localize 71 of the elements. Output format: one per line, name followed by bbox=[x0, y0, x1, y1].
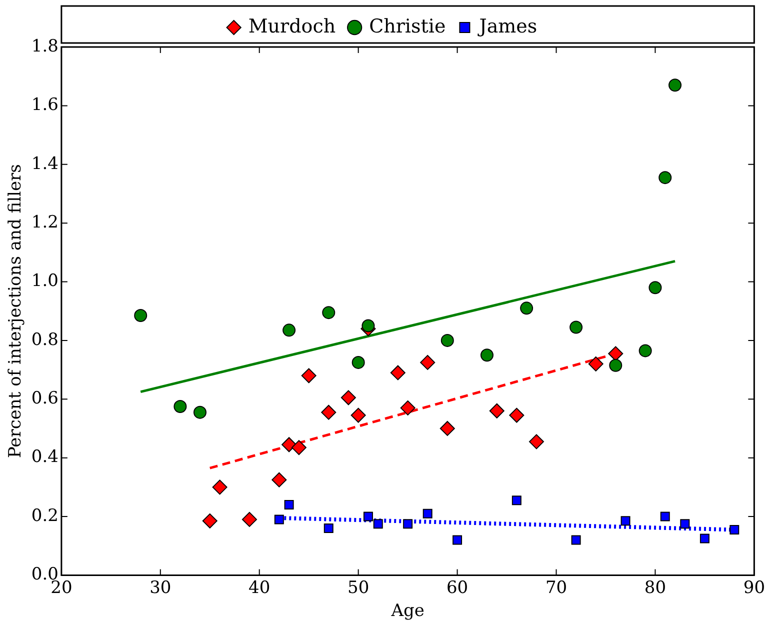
point bbox=[301, 368, 316, 384]
point bbox=[322, 306, 336, 320]
point bbox=[509, 408, 524, 423]
point bbox=[528, 434, 544, 450]
legend-label: Christie bbox=[369, 15, 446, 38]
x-tick-label: 70 bbox=[545, 578, 568, 598]
point bbox=[324, 524, 334, 533]
point bbox=[648, 281, 662, 294]
legend-label: James bbox=[477, 15, 538, 38]
point bbox=[608, 346, 624, 362]
point bbox=[193, 406, 206, 419]
point bbox=[420, 354, 436, 370]
y-tick-label: 0.8 bbox=[31, 330, 58, 350]
point bbox=[588, 356, 604, 372]
point bbox=[350, 408, 366, 423]
point bbox=[638, 344, 652, 358]
point bbox=[282, 437, 297, 452]
y-tick-label: 0.2 bbox=[31, 506, 58, 526]
point bbox=[321, 404, 336, 420]
point bbox=[480, 348, 494, 362]
point bbox=[134, 309, 148, 322]
point bbox=[609, 358, 622, 372]
point bbox=[620, 516, 630, 526]
y-tick-label: 1.8 bbox=[31, 36, 58, 56]
point bbox=[202, 513, 218, 528]
point bbox=[512, 496, 522, 506]
point bbox=[730, 524, 740, 534]
y-tick-label: 1.0 bbox=[31, 271, 58, 292]
point bbox=[174, 400, 187, 413]
point bbox=[571, 535, 581, 545]
point bbox=[660, 512, 670, 522]
y-tick-label: 0.4 bbox=[31, 447, 58, 468]
point bbox=[212, 480, 228, 495]
point bbox=[570, 320, 583, 334]
point bbox=[274, 514, 284, 524]
y-tick-label: 1.2 bbox=[31, 212, 58, 232]
x-tick-label: 80 bbox=[644, 578, 666, 598]
point bbox=[282, 324, 296, 337]
y-tick-label: 1.6 bbox=[31, 95, 58, 116]
point bbox=[668, 78, 682, 92]
y-axis-title: Percent of interjections and fillers bbox=[6, 164, 26, 458]
point bbox=[362, 319, 375, 332]
x-tick-label: 40 bbox=[248, 578, 270, 598]
point bbox=[340, 390, 356, 406]
point bbox=[700, 534, 710, 544]
point bbox=[403, 519, 413, 529]
legend-label: Murdoch bbox=[248, 15, 336, 38]
point bbox=[440, 334, 454, 347]
y-tick-label: 1.4 bbox=[31, 154, 58, 174]
point bbox=[363, 512, 373, 522]
point bbox=[242, 512, 257, 527]
point bbox=[400, 400, 416, 416]
point bbox=[422, 508, 432, 518]
point bbox=[373, 519, 383, 529]
x-axis-title: Age bbox=[390, 601, 424, 622]
point bbox=[440, 420, 455, 436]
point bbox=[284, 500, 294, 510]
point bbox=[272, 472, 287, 488]
point bbox=[489, 403, 504, 418]
point bbox=[658, 171, 672, 184]
x-tick-label: 90 bbox=[743, 578, 766, 598]
point bbox=[390, 365, 406, 380]
x-tick-label: 50 bbox=[348, 578, 370, 598]
point bbox=[352, 356, 365, 369]
point bbox=[291, 440, 306, 456]
y-tick-label: 0.6 bbox=[31, 388, 58, 409]
x-tick-label: 60 bbox=[446, 578, 468, 598]
point bbox=[680, 519, 690, 529]
point bbox=[520, 302, 534, 315]
x-tick-label: 30 bbox=[150, 578, 172, 598]
point bbox=[452, 535, 462, 545]
